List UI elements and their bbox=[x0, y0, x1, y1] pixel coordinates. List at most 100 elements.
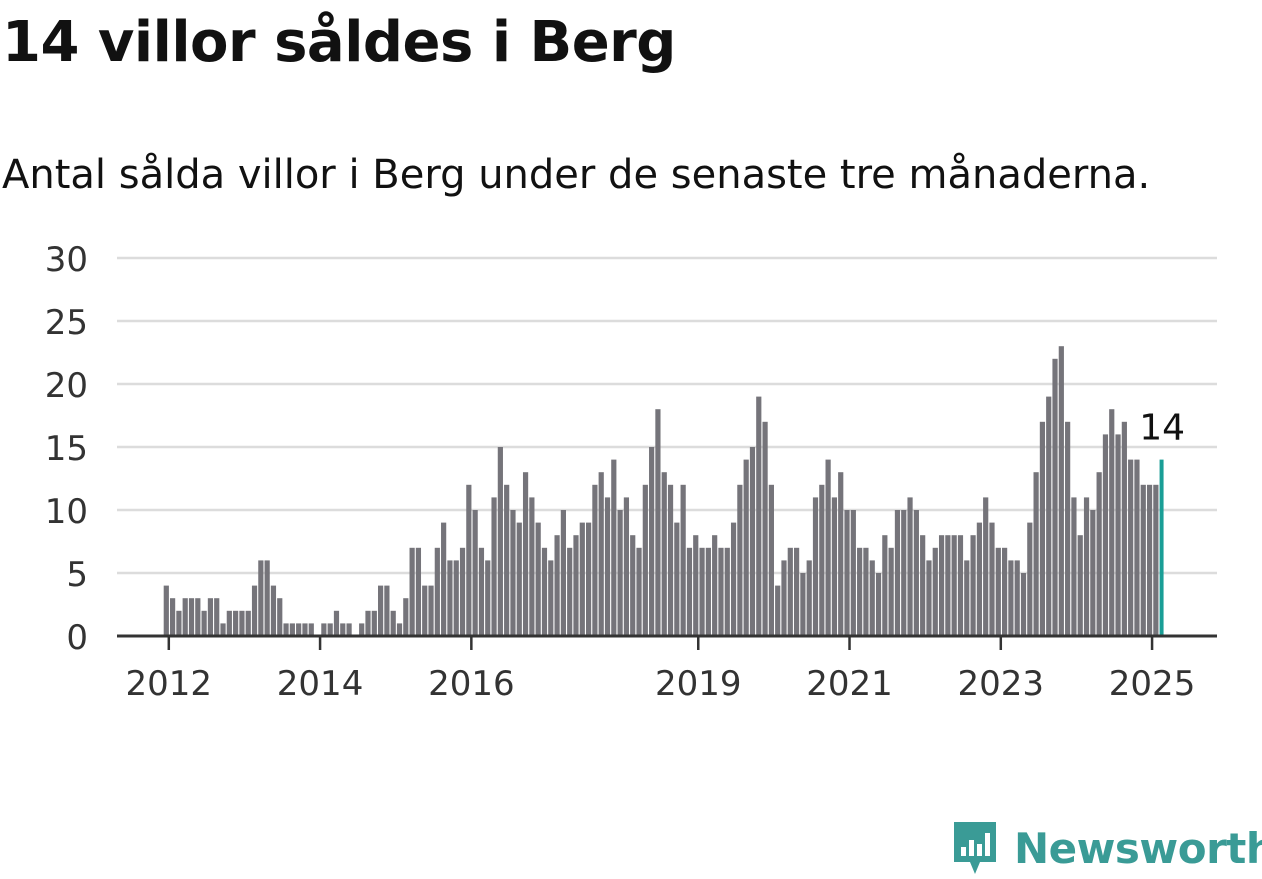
bar bbox=[220, 623, 226, 636]
bar bbox=[680, 484, 686, 636]
bar bbox=[730, 522, 737, 636]
bar bbox=[762, 421, 768, 636]
newsworthy-chart-icon bbox=[954, 822, 996, 874]
bar bbox=[674, 522, 680, 636]
bar bbox=[371, 610, 377, 636]
bar bbox=[497, 447, 503, 636]
bar bbox=[800, 573, 806, 636]
bar bbox=[586, 522, 592, 636]
y-tick-label: 30 bbox=[45, 240, 88, 280]
bar bbox=[226, 610, 232, 636]
bar bbox=[548, 560, 554, 636]
bar bbox=[459, 547, 466, 636]
bar bbox=[346, 623, 352, 636]
bar bbox=[296, 623, 302, 636]
x-tick-label: 2025 bbox=[1109, 664, 1196, 704]
x-tick-label: 2021 bbox=[806, 664, 893, 704]
bar bbox=[869, 560, 875, 636]
bar bbox=[1052, 358, 1058, 636]
bar bbox=[794, 547, 800, 636]
y-tick-label: 15 bbox=[45, 429, 88, 469]
bar bbox=[611, 459, 617, 636]
bar bbox=[384, 585, 390, 636]
bar bbox=[333, 610, 340, 636]
bar bbox=[630, 535, 636, 636]
bar bbox=[957, 535, 964, 636]
bar bbox=[485, 560, 491, 636]
bar bbox=[838, 472, 844, 636]
bar bbox=[567, 547, 573, 636]
bar bbox=[1102, 434, 1109, 636]
bar bbox=[970, 535, 976, 636]
bar bbox=[195, 598, 201, 636]
bar bbox=[1134, 459, 1140, 636]
bar bbox=[705, 547, 711, 636]
bar bbox=[176, 610, 182, 636]
bar bbox=[913, 510, 919, 636]
bar bbox=[378, 585, 384, 636]
bar bbox=[995, 547, 1001, 636]
bar bbox=[396, 623, 403, 636]
bar bbox=[1065, 421, 1071, 636]
bar bbox=[1058, 346, 1064, 636]
brand-name: Newsworthy bbox=[1014, 823, 1262, 873]
bar bbox=[560, 510, 566, 636]
highlight-value-label: 14 bbox=[1139, 408, 1185, 449]
bar bbox=[661, 472, 667, 636]
bar bbox=[951, 535, 957, 636]
bar bbox=[573, 535, 579, 636]
bar bbox=[428, 585, 434, 636]
bar bbox=[636, 547, 642, 636]
y-tick-label: 20 bbox=[45, 366, 88, 406]
bar bbox=[1121, 421, 1127, 636]
bar bbox=[510, 510, 516, 636]
bar bbox=[938, 535, 945, 636]
bar bbox=[737, 484, 743, 636]
chart-title: 14 villor såldes i Berg bbox=[2, 10, 676, 75]
bar bbox=[453, 560, 459, 636]
bar bbox=[409, 547, 415, 636]
bar bbox=[302, 623, 308, 636]
bar bbox=[724, 547, 730, 636]
bar bbox=[649, 447, 655, 636]
bar bbox=[289, 623, 295, 636]
bar bbox=[983, 497, 989, 636]
y-tick-label: 0 bbox=[66, 618, 88, 658]
bar bbox=[932, 547, 938, 636]
bar bbox=[1146, 484, 1153, 636]
bar bbox=[579, 522, 585, 636]
bar bbox=[516, 522, 522, 636]
bar bbox=[1128, 459, 1134, 636]
bar bbox=[359, 623, 365, 636]
bar bbox=[819, 484, 825, 636]
bar bbox=[787, 547, 793, 636]
bar bbox=[812, 497, 819, 636]
bar bbox=[1096, 472, 1102, 636]
bar bbox=[743, 459, 749, 636]
bar bbox=[693, 535, 699, 636]
bar bbox=[264, 560, 270, 636]
bar bbox=[1002, 547, 1008, 636]
bar bbox=[188, 598, 195, 636]
bar bbox=[623, 497, 630, 636]
bar bbox=[1071, 497, 1077, 636]
bar bbox=[1077, 535, 1083, 636]
bar bbox=[321, 623, 327, 636]
bar bbox=[283, 623, 289, 636]
y-tick-label: 25 bbox=[45, 303, 88, 343]
x-tick-label: 2016 bbox=[428, 664, 515, 704]
bar bbox=[907, 497, 913, 636]
bar bbox=[163, 585, 169, 636]
bar bbox=[1039, 421, 1046, 636]
bar bbox=[831, 497, 838, 636]
bar bbox=[617, 510, 623, 636]
bar bbox=[340, 623, 346, 636]
bar bbox=[850, 510, 856, 636]
bar bbox=[1008, 560, 1014, 636]
bar bbox=[875, 573, 882, 636]
bar bbox=[894, 510, 901, 636]
bar bbox=[945, 535, 951, 636]
y-tick-label: 10 bbox=[45, 492, 88, 532]
bar bbox=[441, 522, 447, 636]
bar bbox=[201, 610, 207, 636]
